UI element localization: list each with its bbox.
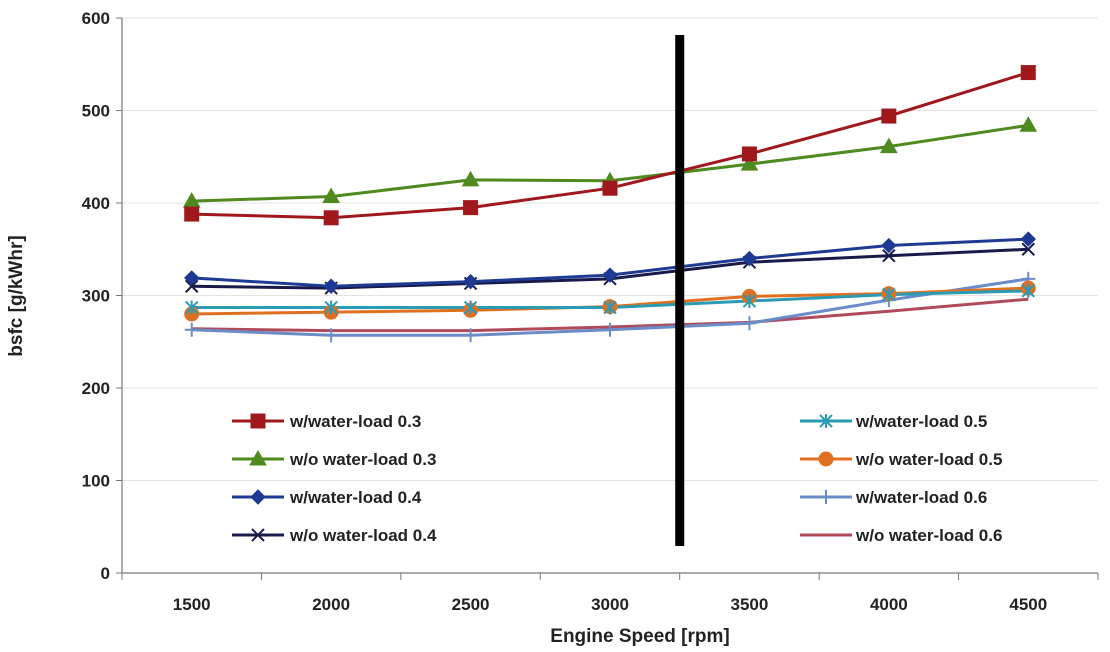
point-w-water-load-0-5-4500 — [1021, 283, 1035, 298]
x-tick-label-3000: 3000 — [591, 595, 629, 614]
point-w-water-load-0-5-4000 — [882, 287, 896, 302]
point-w-o-water-load-0-3-3500 — [740, 155, 759, 171]
y-tick-labels: 0 100 200 300 400 500 600 — [82, 9, 110, 583]
point-w-water-load-0-6-3500 — [742, 316, 757, 331]
legend-marker-w-o-water-load-0-5 — [818, 451, 834, 467]
legend-label-w-water-load-0-3: w/water-load 0.3 — [289, 412, 421, 431]
point-w-water-load-0-4-2500 — [462, 273, 479, 290]
point-w-o-water-load-0-4-4500 — [1021, 242, 1035, 256]
point-w-water-load-0-5-2000 — [324, 300, 338, 315]
legend-label-w-o-water-load-0-3: w/o water-load 0.3 — [289, 450, 436, 469]
y-tick-label-400: 400 — [82, 194, 110, 213]
legend-marker-w-water-load-0-3 — [250, 413, 266, 429]
gridlines — [122, 17, 1098, 481]
point-w-water-load-0-3-1500 — [184, 206, 200, 222]
point-w-water-load-0-3-3500 — [741, 146, 757, 162]
legend-label-w-water-load-0-5: w/water-load 0.5 — [855, 412, 987, 431]
x-tick-label-2500: 2500 — [452, 595, 490, 614]
point-w-water-load-0-5-2500 — [463, 300, 478, 315]
x-tick-label-2000: 2000 — [312, 595, 350, 614]
point-w-o-water-load-0-3-2500 — [461, 170, 480, 187]
legend-marker-w-water-load-0-6 — [819, 490, 833, 504]
x-tick-label-1500: 1500 — [173, 595, 211, 614]
legend-label-w-water-load-0-6: w/water-load 0.6 — [855, 488, 987, 507]
legend-label-w-o-water-load-0-6: w/o water-load 0.6 — [855, 526, 1002, 545]
y-tick-label-100: 100 — [82, 472, 110, 491]
point-w-water-load-0-5-1500 — [185, 300, 199, 315]
point-w-water-load-0-5-3000 — [603, 300, 617, 315]
x-axis-title: Engine Speed [rpm] — [550, 626, 729, 647]
point-w-water-load-0-3-2000 — [323, 210, 339, 226]
point-w-water-load-0-4-4500 — [1020, 231, 1036, 247]
point-w-o-water-load-0-3-2000 — [322, 187, 341, 204]
legend: w/water-load 0.3 w/o water-load 0.3 w/wate… — [232, 412, 1002, 545]
point-w-water-load-0-3-2500 — [463, 200, 479, 216]
point-w-o-water-load-0-3-4000 — [879, 137, 898, 154]
point-w-water-load-0-4-4000 — [881, 237, 897, 254]
axes — [116, 17, 1099, 580]
legend-label-w-water-load-0-4: w/water-load 0.4 — [289, 488, 422, 507]
y-tick-label-500: 500 — [82, 102, 110, 121]
point-w-water-load-0-4-1500 — [184, 270, 200, 286]
series-markers — [182, 65, 1038, 343]
y-axis-title: bsfc [g/kWhr] — [6, 235, 27, 356]
point-w-water-load-0-4-2000 — [323, 278, 339, 294]
y-tick-label-200: 200 — [82, 379, 110, 398]
point-w-o-water-load-0-4-1500 — [185, 279, 199, 293]
y-tick-label-600: 600 — [82, 9, 110, 28]
y-tick-label-0: 0 — [101, 564, 110, 583]
x-tick-label-4000: 4000 — [870, 595, 908, 614]
point-w-water-load-0-3-4000 — [881, 108, 897, 124]
point-w-water-load-0-3-4500 — [1020, 65, 1036, 81]
legend-label-w-o-water-load-0-5: w/o water-load 0.5 — [855, 450, 1002, 469]
point-w-water-load-0-3-3000 — [602, 180, 618, 196]
point-w-o-water-load-0-4-4000 — [882, 249, 896, 263]
point-w-o-water-load-0-3-4500 — [1019, 116, 1038, 132]
point-w-water-load-0-6-2500 — [463, 328, 478, 343]
point-w-water-load-0-6-2000 — [324, 328, 339, 343]
legend-label-w-o-water-load-0-4: w/o water-load 0.4 — [289, 526, 437, 545]
legend-marker-w-water-load-0-4 — [250, 489, 266, 505]
point-w-water-load-0-4-3000 — [602, 267, 618, 283]
x-tick-labels: 1500 2000 2500 3000 3500 4000 4500 — [173, 595, 1047, 614]
x-tick-label-3500: 3500 — [731, 595, 769, 614]
legend-marker-w-water-load-0-5 — [819, 414, 833, 428]
y-tick-label-300: 300 — [82, 287, 110, 306]
point-w-water-load-0-5-3500 — [742, 294, 757, 309]
point-w-water-load-0-4-3500 — [741, 250, 758, 267]
legend-marker-w-o-water-load-0-4 — [251, 528, 265, 542]
x-tick-label-4500: 4500 — [1009, 595, 1047, 614]
point-w-water-load-0-6-1500 — [184, 322, 199, 337]
point-w-water-load-0-6-3000 — [603, 322, 617, 337]
legend-marker-w-o-water-load-0-3 — [249, 449, 267, 466]
